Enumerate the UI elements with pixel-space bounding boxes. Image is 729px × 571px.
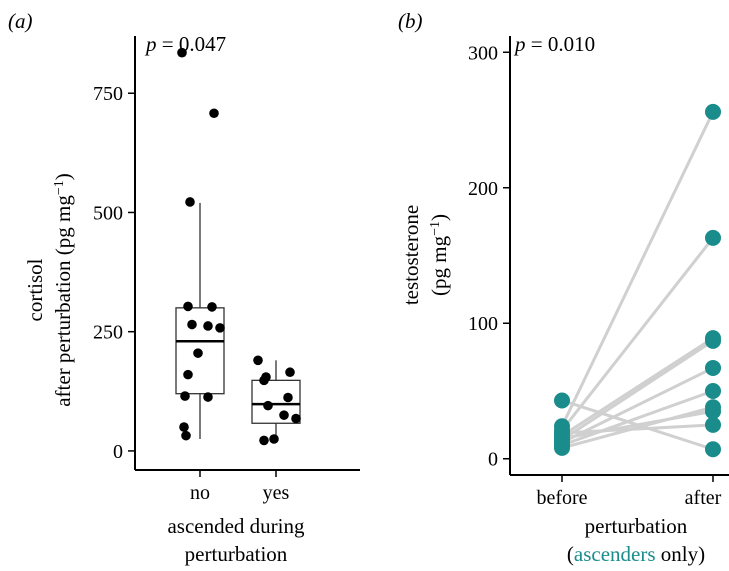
- data-point: [259, 435, 269, 446]
- panel-b-x-tick-label: after: [685, 487, 722, 509]
- panel-b-xlabel-ascenders: ascenders: [574, 542, 656, 566]
- panel-a-p-symbol: p: [144, 32, 157, 56]
- panel-b-xlabel-open: (: [567, 542, 574, 566]
- panel-b-xlabel-line1: perturbation: [585, 514, 688, 538]
- panel-b-xlabel-note: (ascenders only): [567, 542, 705, 566]
- panel-b-p-value: p = 0.010: [513, 32, 595, 56]
- data-point: [203, 392, 213, 402]
- panel-b-ylabel-line1: testosterone: [399, 205, 423, 305]
- pair-connector: [561, 389, 714, 447]
- panel-a-p-value: p = 0.047: [144, 32, 226, 56]
- after-point: [705, 441, 721, 458]
- pair-connector: [560, 236, 715, 432]
- panel-b-label: (b): [398, 9, 423, 33]
- data-point: [183, 369, 193, 380]
- panel-b-p-number: = 0.010: [531, 32, 595, 56]
- pair-connector: [561, 409, 714, 440]
- after-point: [705, 229, 721, 246]
- panel-a-ylabel-close: ): [51, 173, 75, 180]
- data-point: [183, 301, 193, 312]
- data-point: [177, 47, 187, 58]
- panel-b-xlabel-rest: only): [656, 542, 706, 566]
- panel-a-ylabel-line1: cortisol: [23, 258, 47, 321]
- data-point: [283, 392, 293, 403]
- data-point: [291, 413, 301, 424]
- data-point: [209, 108, 219, 119]
- panel-a-xlabel-line1: ascended during: [167, 514, 305, 538]
- data-point: [285, 367, 295, 378]
- panel-b-y-tick-label: 300: [468, 42, 498, 64]
- pair-connector: [561, 423, 714, 435]
- panel-b-ylabel-close: ): [427, 214, 451, 221]
- data-point: [187, 319, 197, 330]
- panel-a-ylabel-exp: −1: [52, 180, 67, 195]
- panel-a-label: (a): [8, 9, 33, 33]
- panel-a-ylabel-unit: after perturbation (pg mg: [51, 195, 75, 407]
- data-point: [179, 422, 189, 432]
- data-point: [193, 348, 203, 358]
- data-point: [279, 410, 289, 420]
- before-point: [554, 392, 570, 409]
- after-point: [705, 403, 721, 420]
- panel-b-y-tick-label: 0: [488, 449, 498, 471]
- pair-connector: [561, 339, 714, 442]
- panel-a-x-tick-label: no: [190, 482, 210, 504]
- pair-connector: [561, 336, 714, 437]
- after-point: [705, 332, 721, 349]
- panel-a-x-tick-label: yes: [263, 482, 290, 504]
- before-point: [554, 424, 570, 441]
- panel-b-y-tick-label: 200: [468, 178, 498, 200]
- data-point: [181, 430, 191, 441]
- panel-a-y-tick-label: 0: [113, 441, 123, 463]
- data-point: [180, 391, 190, 401]
- pair-connector: [560, 111, 715, 427]
- panel-b-p-symbol: p: [513, 32, 526, 56]
- data-point: [259, 375, 269, 386]
- after-point: [705, 416, 721, 433]
- panel-a-y-tick-label: 500: [93, 202, 123, 224]
- panel-b-plot: 0 100 200 300 before after: [468, 36, 729, 509]
- panel-a-ylabel-line2: after perturbation (pg mg−1): [51, 173, 75, 407]
- panel-a-y-tick-label: 750: [93, 83, 123, 105]
- panel-b-ylabel-line2: (pg mg−1): [427, 214, 451, 296]
- data-point: [185, 197, 195, 207]
- after-point: [705, 103, 721, 120]
- panel-a-y-tick-label: 250: [93, 322, 123, 344]
- data-point: [215, 323, 225, 333]
- data-point: [207, 302, 217, 312]
- panel-b-ylabel-unit: (pg mg: [427, 235, 451, 296]
- data-point: [203, 321, 213, 331]
- pair-connector: [561, 366, 714, 444]
- data-point: [263, 400, 273, 411]
- panel-b-ylabel-exp: −1: [428, 221, 443, 236]
- after-point: [705, 359, 721, 376]
- after-point: [705, 382, 721, 399]
- data-point: [253, 355, 263, 366]
- panel-a-xlabel-line2: perturbation: [185, 542, 288, 566]
- data-point: [269, 434, 279, 444]
- panel-b-y-tick-label: 100: [468, 313, 498, 335]
- panel-a-p-number: = 0.047: [162, 32, 226, 56]
- panel-a-plot: 0 250 500 750 no yes: [93, 36, 360, 504]
- panel-b-x-tick-label: before: [536, 487, 587, 509]
